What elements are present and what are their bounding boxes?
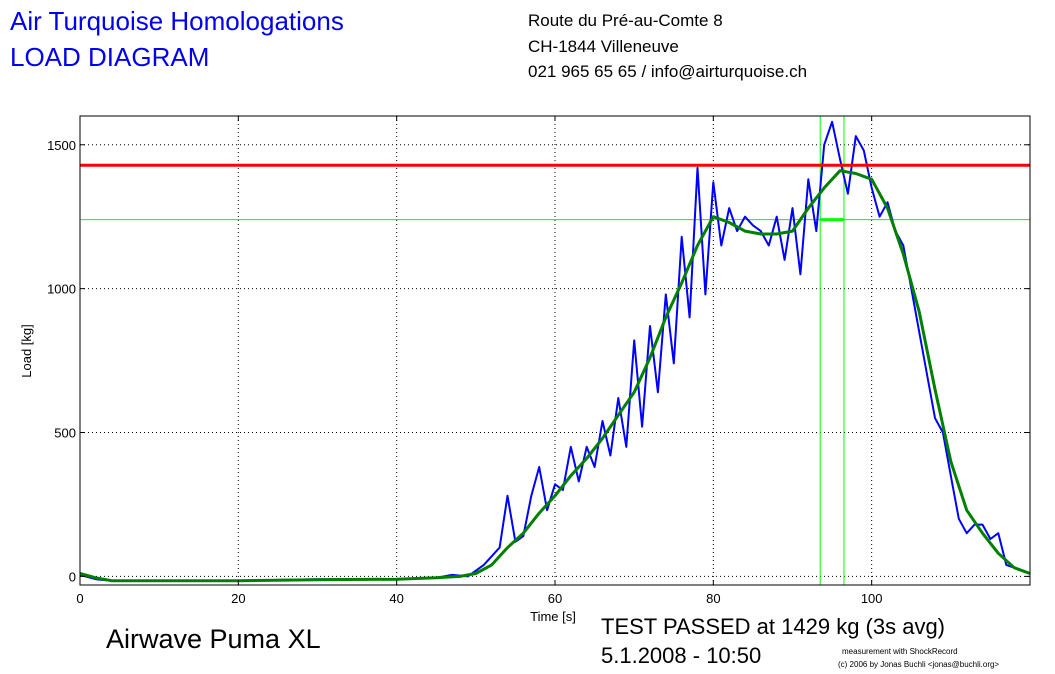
grid (80, 116, 1030, 585)
y-axis-label: Load [kg] (19, 324, 34, 378)
company-title: Air Turquoise Homologations (10, 6, 344, 36)
credit-line-2: (c) 2006 by Jonas Buchli <jonas@buchli.o… (838, 660, 1000, 669)
address-line-1: Route du Pré-au-Comte 8 (528, 11, 723, 30)
x-tick-label: 100 (861, 591, 883, 606)
y-tick-label: 0 (69, 569, 76, 584)
x-tick-label: 60 (548, 591, 562, 606)
x-tick-label: 40 (389, 591, 403, 606)
test-result: TEST PASSED at 1429 kg (3s avg) (601, 614, 946, 639)
y-tick-label: 1500 (47, 138, 76, 153)
y-tick-label: 1000 (47, 282, 76, 297)
x-axis-label: Time [s] (530, 609, 576, 624)
subject-name: Airwave Puma XL (106, 624, 321, 654)
contact-line: 021 965 65 65 / info@airturquoise.ch (528, 62, 808, 81)
x-tick-label: 0 (76, 591, 83, 606)
plot-frame (79, 115, 1031, 586)
raw-load-line (79, 120, 1031, 582)
reference-lines (80, 116, 1030, 585)
x-tick-label: 80 (706, 591, 720, 606)
test-datetime: 5.1.2008 - 10:50 (601, 643, 762, 668)
credit-line-1: measurement with ShockRecord (842, 647, 958, 656)
series-layer (79, 120, 1031, 583)
average-load-line (79, 169, 1031, 583)
x-tick-label: 20 (231, 591, 245, 606)
y-tick-label: 500 (54, 426, 76, 441)
address-line-2: CH-1844 Villeneuve (528, 37, 679, 56)
diagram-title: LOAD DIAGRAM (10, 42, 210, 72)
